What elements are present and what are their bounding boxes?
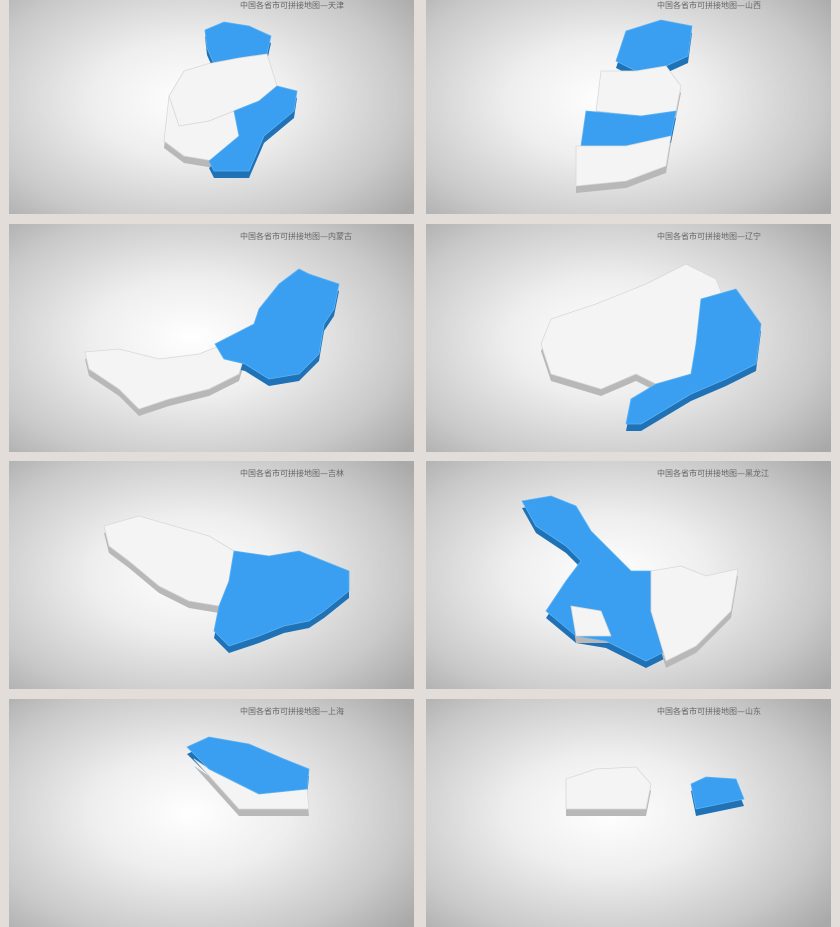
region-highlighted (214, 268, 340, 380)
slide-title: 中国各省市可拼接地图—天津 (240, 1, 344, 10)
slide-shanxi[interactable]: 中国各省市可拼接地图—山西 (426, 0, 831, 214)
region (84, 343, 246, 410)
map-shanxi (575, 19, 693, 193)
map-inner-mongolia (84, 268, 340, 416)
slide-jilin[interactable]: 中国各省市可拼接地图—吉林 (9, 461, 414, 689)
slide-shanghai[interactable]: 中国各省市可拼接地图—上海 (9, 699, 414, 927)
slide-title: 中国各省市可拼接地图—上海 (240, 707, 344, 716)
map-shandong (565, 766, 745, 816)
region-highlighted (213, 550, 350, 647)
region (595, 65, 682, 117)
slide-title: 中国各省市可拼接地图—山东 (657, 707, 761, 716)
slide-title: 中国各省市可拼接地图—辽宁 (657, 232, 761, 241)
slide-liaoning[interactable]: 中国各省市可拼接地图—辽宁 (426, 224, 831, 452)
slide-shandong[interactable]: 中国各省市可拼接地图—山东 (426, 699, 831, 927)
slide-heilongjiang[interactable]: 中国各省市可拼接地图—黑龙江 (426, 461, 831, 689)
region-highlighted (615, 19, 693, 72)
slide-title: 中国各省市可拼接地图—山西 (657, 1, 761, 10)
region (570, 605, 612, 637)
region-highlighted (625, 288, 762, 425)
region-highlighted (208, 85, 298, 172)
slide-title: 中国各省市可拼接地图—黑龙江 (657, 469, 769, 478)
map-heilongjiang (521, 495, 739, 668)
slide-tianjin[interactable]: 中国各省市可拼接地图—天津 (9, 0, 414, 214)
slide-title: 中国各省市可拼接地图—吉林 (240, 469, 344, 478)
map-liaoning (540, 263, 762, 431)
region-highlighted (186, 736, 310, 795)
region (650, 565, 739, 662)
map-tianjin (163, 21, 298, 178)
region (575, 135, 672, 187)
region-highlighted (521, 495, 667, 662)
region (565, 766, 652, 810)
slide-title: 中国各省市可拼接地图—内蒙古 (240, 232, 352, 241)
map-shanghai (186, 736, 310, 816)
slide-inner-mongolia[interactable]: 中国各省市可拼接地图—内蒙古 (9, 224, 414, 452)
map-jilin (103, 515, 350, 653)
